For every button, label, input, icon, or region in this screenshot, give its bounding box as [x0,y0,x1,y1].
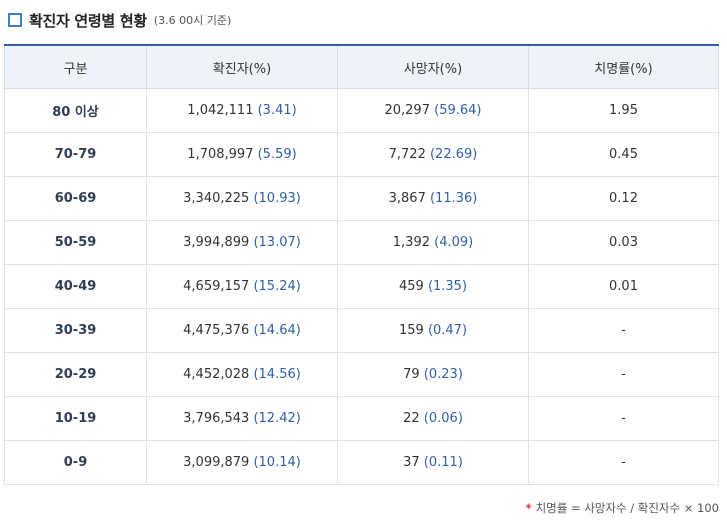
deaths-count: 459 [398,279,424,294]
footnote: * 치명률 = 사망자수 / 확진자수 × 100 [526,500,719,516]
cases-cell: 3,994,899 (13.07) [146,220,338,265]
cases-percent: (10.14) [253,455,301,470]
cases-count: 4,659,157 [183,279,250,294]
fatality-rate-cell: - [528,440,719,485]
age-group-cell: 70-79 [4,132,147,177]
header-cases: 확진자(%) [146,44,338,89]
age-statistics-table: 구분 확진자(%) 사망자(%) 치명률(%) 80 이상 1,042,111 (… [4,44,719,485]
cases-count: 1,708,997 [187,147,254,162]
deaths-percent: (0.11) [423,455,463,470]
deaths-count: 37 [403,455,420,470]
cases-count: 4,452,028 [183,367,250,382]
age-group-cell: 40-49 [4,264,147,309]
deaths-percent: (11.36) [429,191,478,206]
cases-count: 3,994,899 [183,235,250,250]
cases-cell: 4,452,028 (14.56) [146,352,338,397]
cases-percent: (3.41) [257,103,297,118]
cases-cell: 1,042,111 (3.41) [146,88,338,133]
fatality-rate-cell: - [528,352,719,397]
square-bullet-icon [8,13,22,27]
cases-percent: (13.07) [253,235,301,250]
deaths-percent: (22.69) [429,147,478,162]
table-row: 50-59 3,994,899 (13.07) 1,392 (4.09) 0.03 [4,220,719,265]
deaths-count: 159 [398,323,424,338]
deaths-count: 3,867 [388,191,426,206]
age-group-cell: 20-29 [4,352,147,397]
header-deaths: 사망자(%) [337,44,529,89]
age-group-cell: 60-69 [4,176,147,221]
cases-cell: 3,099,879 (10.14) [146,440,338,485]
age-group-cell: 30-39 [4,308,147,353]
table-row: 20-29 4,452,028 (14.56) 79 (0.23) - [4,352,719,397]
fatality-rate-cell: 0.45 [528,132,719,177]
deaths-cell: 20,297 (59.64) [337,88,529,133]
deaths-cell: 3,867 (11.36) [337,176,529,221]
cases-percent: (14.56) [253,367,301,382]
deaths-cell: 79 (0.23) [337,352,529,397]
deaths-percent: (4.09) [434,235,474,250]
footnote-mark: * [525,501,532,515]
fatality-rate-cell: - [528,396,719,441]
deaths-cell: 159 (0.47) [337,308,529,353]
footnote-text: 치명률 = 사망자수 / 확진자수 × 100 [535,501,719,515]
cases-count: 3,796,543 [183,411,250,426]
cases-cell: 4,659,157 (15.24) [146,264,338,309]
cases-count: 1,042,111 [187,103,254,118]
age-group-cell: 0-9 [4,440,147,485]
age-group-cell: 80 이상 [4,88,147,133]
fatality-rate-cell: 1.95 [528,88,719,133]
deaths-percent: (59.64) [434,103,482,118]
timestamp-note: (3.6 00시 기준) [153,14,232,27]
cases-count: 4,475,376 [183,323,250,338]
deaths-cell: 459 (1.35) [337,264,529,309]
deaths-count: 79 [403,367,420,382]
cases-cell: 4,475,376 (14.64) [146,308,338,353]
fatality-rate-cell: 0.12 [528,176,719,221]
deaths-cell: 22 (0.06) [337,396,529,441]
table-row: 0-9 3,099,879 (10.14) 37 (0.11) - [4,440,719,485]
table-row: 70-79 1,708,997 (5.59) 7,722 (22.69) 0.45 [4,132,719,177]
cases-percent: (10.93) [253,191,301,206]
cases-count: 3,340,225 [183,191,250,206]
header-fatality-rate: 치명률(%) [528,44,719,89]
deaths-percent: (0.06) [423,411,463,426]
section-heading: 확진자 연령별 현황 (3.6 00시 기준) [8,9,231,31]
deaths-cell: 1,392 (4.09) [337,220,529,265]
header-category: 구분 [4,44,147,89]
table-row: 80 이상 1,042,111 (3.41) 20,297 (59.64) 1.95 [4,88,719,133]
cases-cell: 3,340,225 (10.93) [146,176,338,221]
cases-percent: (15.24) [253,279,301,294]
table-header-row: 구분 확진자(%) 사망자(%) 치명률(%) [4,44,719,89]
fatality-rate-cell: 0.01 [528,264,719,309]
fatality-rate-cell: 0.03 [528,220,719,265]
deaths-cell: 7,722 (22.69) [337,132,529,177]
table-row: 30-39 4,475,376 (14.64) 159 (0.47) - [4,308,719,353]
deaths-count: 7,722 [388,147,426,162]
deaths-count: 20,297 [384,103,430,118]
deaths-percent: (0.47) [427,323,468,338]
age-group-cell: 10-19 [4,396,147,441]
page-title: 확진자 연령별 현황 [29,11,147,30]
deaths-cell: 37 (0.11) [337,440,529,485]
cases-percent: (12.42) [253,411,301,426]
deaths-count: 1,392 [392,235,430,250]
deaths-percent: (0.23) [423,367,463,382]
deaths-percent: (1.35) [427,279,468,294]
table-row: 10-19 3,796,543 (12.42) 22 (0.06) - [4,396,719,441]
table-row: 40-49 4,659,157 (15.24) 459 (1.35) 0.01 [4,264,719,309]
cases-percent: (14.64) [253,323,301,338]
age-group-cell: 50-59 [4,220,147,265]
cases-count: 3,099,879 [183,455,250,470]
cases-percent: (5.59) [257,147,297,162]
cases-cell: 1,708,997 (5.59) [146,132,338,177]
table-row: 60-69 3,340,225 (10.93) 3,867 (11.36) 0.12 [4,176,719,221]
deaths-count: 22 [403,411,420,426]
fatality-rate-cell: - [528,308,719,353]
cases-cell: 3,796,543 (12.42) [146,396,338,441]
